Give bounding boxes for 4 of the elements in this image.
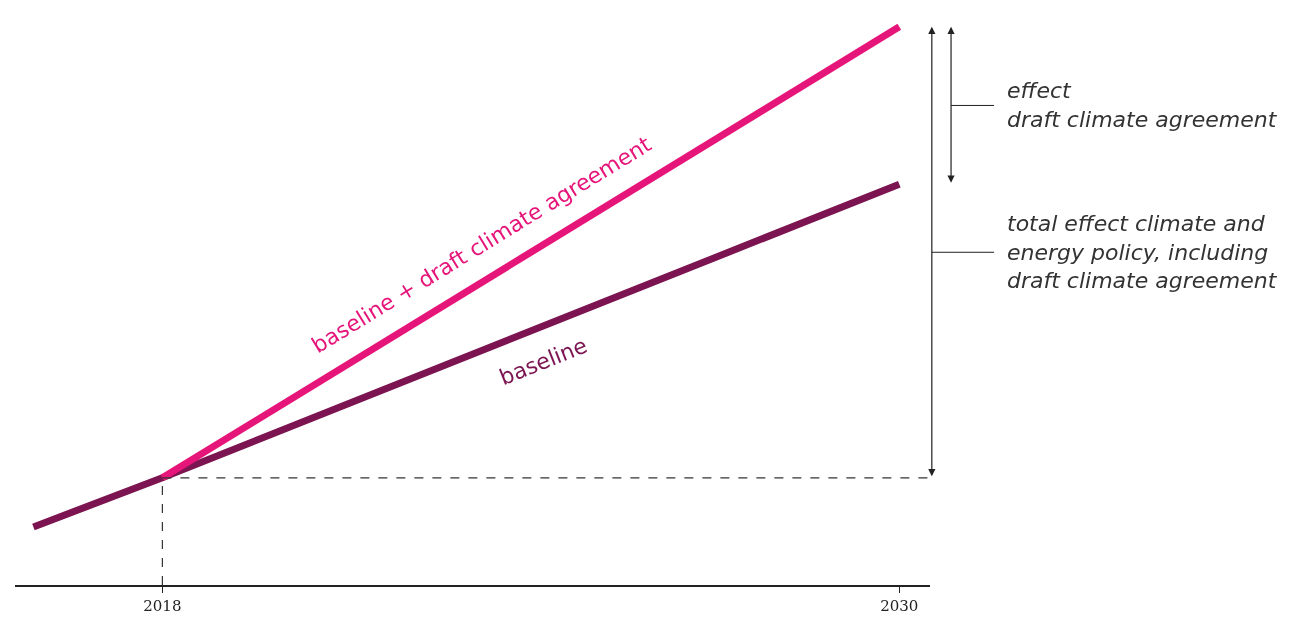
x-tick-label: 2018 [143, 597, 182, 615]
text: effect draft climate agreement [1007, 78, 1278, 132]
x-tick-label: 2030 [880, 597, 919, 615]
text: total effect climate and energy policy, including draft climate agreement [1007, 211, 1278, 294]
